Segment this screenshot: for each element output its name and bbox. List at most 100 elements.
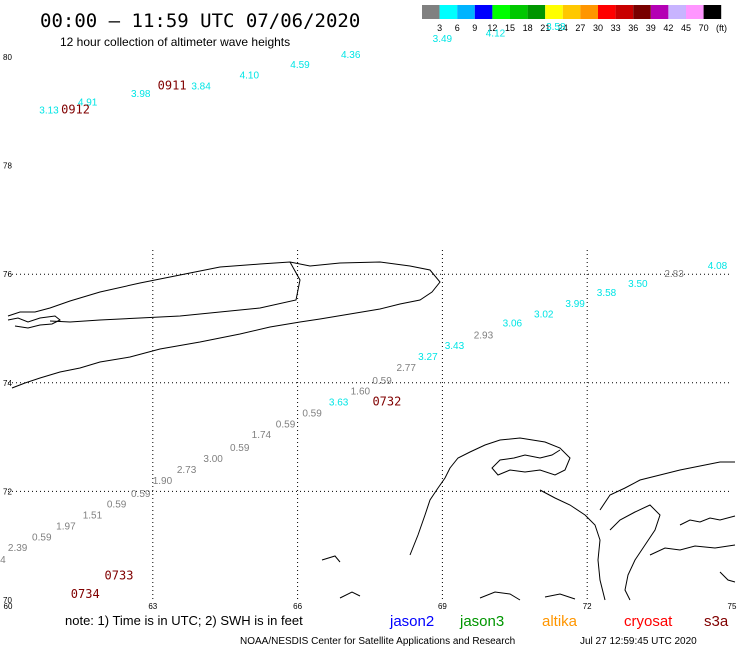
wave-height-value: 0.59 bbox=[107, 500, 127, 511]
wave-height-value: 3.84 bbox=[191, 82, 211, 93]
map-title: 00:00 – 11:59 UTC 07/06/2020 bbox=[40, 10, 360, 32]
legend-label: 12 bbox=[487, 23, 497, 33]
satellite-jason2: jason2 bbox=[389, 613, 434, 630]
wave-height-value: 1.97 bbox=[56, 521, 76, 532]
legend-label: 30 bbox=[593, 23, 603, 33]
novaya-zemlya-west-inlet bbox=[7, 315, 61, 329]
wave-height-value: 1.51 bbox=[83, 511, 103, 522]
pass-time-label: 0732 bbox=[372, 395, 401, 409]
legend-swatch bbox=[492, 5, 510, 19]
legend-swatch bbox=[703, 5, 722, 19]
legend-swatch bbox=[422, 5, 440, 19]
longitude-label: 69 bbox=[438, 602, 447, 611]
plot-background bbox=[8, 55, 732, 605]
pass-time-label: 0734 bbox=[71, 587, 100, 601]
latitude-label: 70 bbox=[3, 596, 12, 605]
longitude-labels: 60 63 66 69 72 75 bbox=[4, 602, 737, 611]
legend-label: 6 bbox=[455, 23, 460, 33]
legend-swatch bbox=[510, 5, 528, 19]
wave-height-value: 3.13 bbox=[39, 105, 59, 116]
wave-height-value: 4.08 bbox=[708, 261, 728, 272]
longitude-label: 75 bbox=[728, 602, 737, 611]
legend-swatch bbox=[668, 5, 686, 19]
wave-height-value: 1.60 bbox=[351, 387, 371, 398]
legend-swatch bbox=[650, 5, 669, 19]
legend-swatch bbox=[545, 5, 563, 19]
legend-swatch bbox=[633, 5, 651, 19]
wave-height-value: 2.39 bbox=[8, 543, 28, 554]
footnote: note: 1) Time is in UTC; 2) SWH is in fe… bbox=[65, 613, 303, 628]
wave-height-observations: 3.13 4.91 3.98 3.84 4.10 4.59 4.36 3.49 4.12 3.58… bbox=[0, 22, 728, 566]
legend-swatch bbox=[474, 5, 493, 19]
wave-height-value: 3.99 bbox=[565, 299, 585, 310]
legend-swatch bbox=[615, 5, 634, 19]
wave-height-value: 3.98 bbox=[131, 89, 151, 100]
pass-time-label: 0733 bbox=[105, 568, 134, 582]
satellite-legend: jason2 jason3 altika cryosat s3a bbox=[389, 613, 729, 630]
pass-time-labels: 0912 0911 0732 0733 0734 bbox=[61, 79, 401, 601]
legend-label: 27 bbox=[575, 23, 585, 33]
wave-height-value: 0.59 bbox=[276, 419, 296, 430]
longitude-label: 66 bbox=[293, 602, 302, 611]
legend-label: 24 bbox=[558, 23, 568, 33]
wave-height-value: 2.73 bbox=[177, 465, 197, 476]
wave-height-value: 2.83 bbox=[664, 269, 684, 280]
legend-label: 36 bbox=[628, 23, 638, 33]
coastlines bbox=[7, 261, 736, 601]
wave-height-value: 3.58 bbox=[546, 22, 566, 33]
wave-height-value: 4.91 bbox=[78, 97, 98, 108]
yamal-islands bbox=[321, 555, 576, 601]
wave-height-value: 3.43 bbox=[445, 341, 465, 352]
ob-bay-west-coast bbox=[539, 489, 606, 601]
legend-label: 21 bbox=[540, 23, 550, 33]
wave-height-value: 1.90 bbox=[153, 476, 173, 487]
satellite-cryosat: cryosat bbox=[624, 613, 673, 630]
legend-swatch bbox=[598, 5, 616, 19]
pass-time-label: 0912 bbox=[61, 102, 90, 116]
legend-swatch bbox=[562, 5, 581, 19]
legend-swatch bbox=[527, 5, 546, 19]
wave-height-value: 3.58 bbox=[597, 288, 617, 299]
wave-height-color-legend: 3 6 9 12 15 18 21 24 27 30 33 36 39 42 45 70 (ft) bbox=[422, 5, 727, 33]
wave-height-value: 4.12 bbox=[486, 28, 506, 39]
legend-swatch bbox=[580, 5, 598, 19]
legend-swatch bbox=[457, 5, 475, 19]
latitude-label: 80 bbox=[3, 53, 12, 62]
taz-coast bbox=[649, 544, 736, 583]
legend-label: 33 bbox=[611, 23, 621, 33]
wave-height-value: 3.06 bbox=[503, 318, 523, 329]
plot-area: 3.13 4.91 3.98 3.84 4.10 4.59 4.36 3.49 4.12 3.58… bbox=[0, 22, 737, 611]
ob-bay-east-coast bbox=[679, 515, 736, 526]
longitude-label: 72 bbox=[583, 602, 592, 611]
satellite-jason3: jason3 bbox=[459, 613, 504, 630]
credit-text: NOAA/NESDIS Center for Satellite Applica… bbox=[240, 636, 515, 647]
wave-height-value: 3.49 bbox=[433, 34, 453, 45]
wave-height-value: 3.02 bbox=[534, 310, 554, 321]
wave-height-value: 3.00 bbox=[203, 454, 223, 465]
wave-height-value: 2.77 bbox=[396, 363, 416, 374]
legend-label: 45 bbox=[681, 23, 691, 33]
legend-swatch bbox=[686, 5, 704, 19]
wave-height-value: 0.59 bbox=[230, 443, 250, 454]
wave-height-value: 4.10 bbox=[240, 71, 260, 82]
wave-height-value: 3.63 bbox=[329, 398, 349, 409]
longitude-label: 63 bbox=[148, 602, 157, 611]
wave-height-value: 0.59 bbox=[32, 532, 52, 543]
wave-height-value: 3.27 bbox=[418, 352, 438, 363]
pass-time-label: 0911 bbox=[158, 79, 187, 93]
legend-label: 9 bbox=[472, 23, 477, 33]
latitude-label: 78 bbox=[3, 162, 12, 171]
wave-height-value: 0.59 bbox=[302, 408, 322, 419]
longitude-label: 60 bbox=[4, 602, 13, 611]
yamal-coast bbox=[409, 437, 571, 556]
latitude-label: 76 bbox=[3, 270, 12, 279]
map-subtitle: 12 hour collection of altimeter wave hei… bbox=[60, 35, 290, 49]
legend-label: 39 bbox=[646, 23, 656, 33]
wave-height-value: 0.59 bbox=[372, 376, 392, 387]
generated-timestamp: Jul 27 12:59:45 UTC 2020 bbox=[580, 636, 697, 647]
novaya-zemlya-north-coast bbox=[7, 261, 441, 389]
latitude-label: 72 bbox=[3, 487, 12, 496]
satellite-altika: altika bbox=[542, 613, 578, 630]
wave-height-value: 0.59 bbox=[131, 489, 151, 500]
